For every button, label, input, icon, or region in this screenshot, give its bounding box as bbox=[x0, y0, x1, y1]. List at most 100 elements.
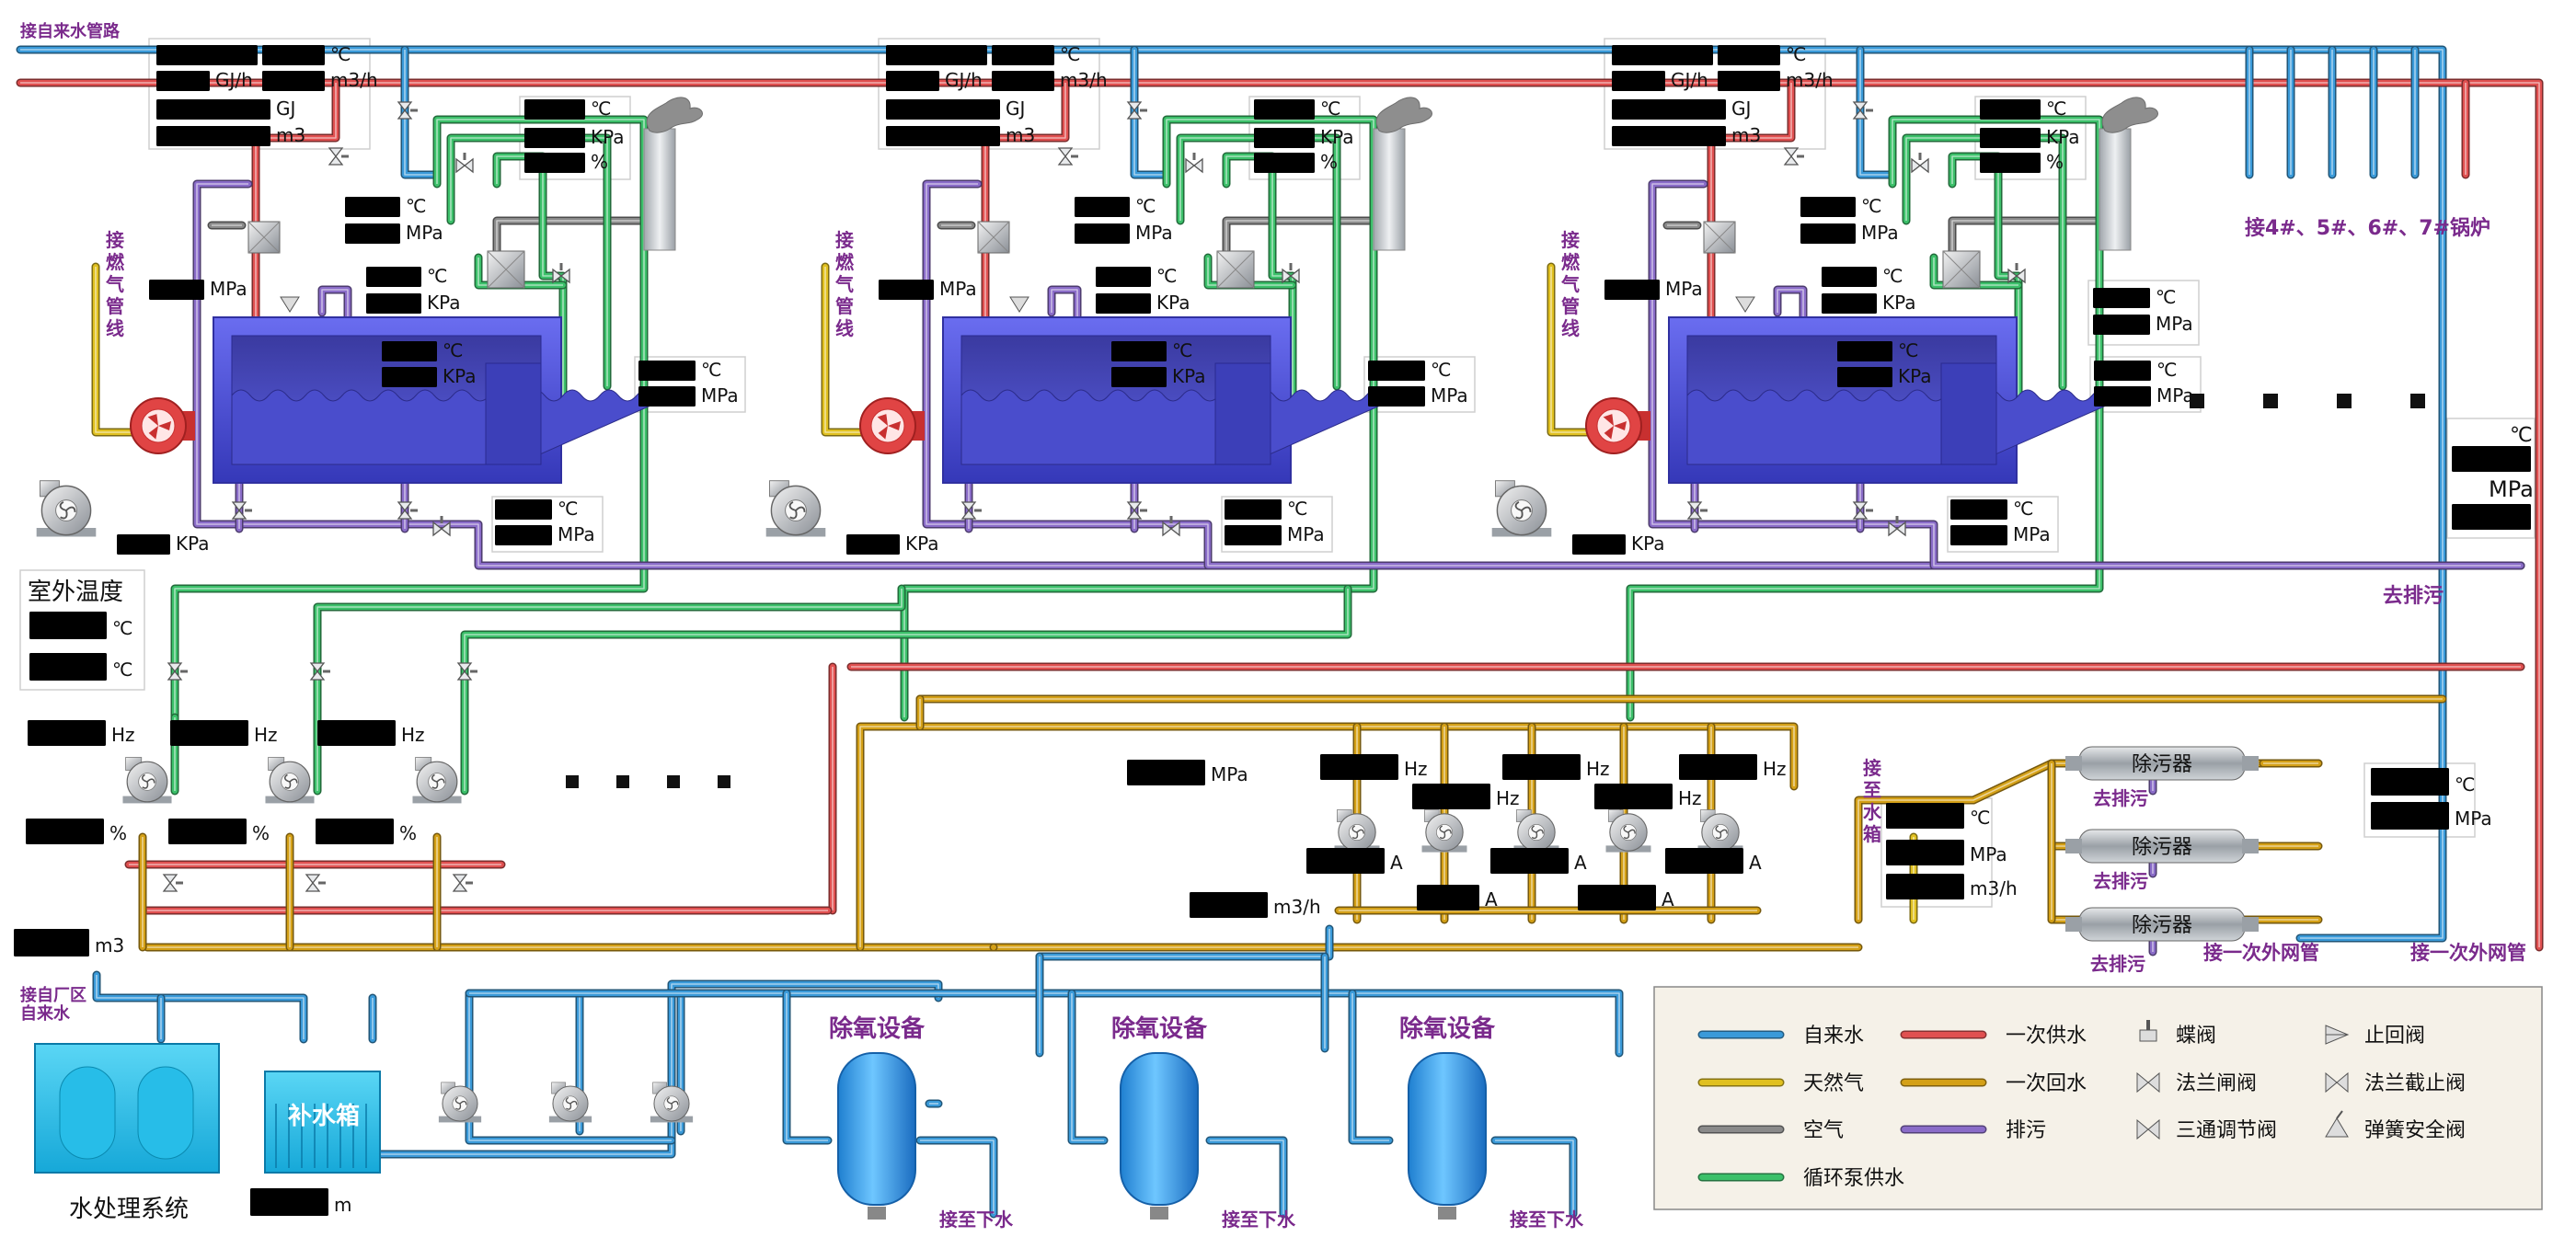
readout-unit: KPa bbox=[427, 292, 461, 314]
deaerator-body bbox=[1120, 1052, 1199, 1206]
more-pumps-mark bbox=[718, 775, 730, 788]
right-mpa-unit: MPa bbox=[2489, 476, 2534, 502]
deaerator-foot bbox=[1150, 1207, 1168, 1220]
boiler-1-blower-pump-icon bbox=[36, 480, 97, 537]
readout-circ-pump-1-hz: Hz bbox=[28, 720, 135, 746]
boiler-2-readout-supply-mpa: MPa bbox=[1225, 523, 1325, 545]
boiler-3-valve-supply bbox=[1783, 147, 1804, 166]
boiler-1-readout-out-kpa: KPa bbox=[366, 292, 461, 314]
boiler-2-safety-valve-icon bbox=[1009, 296, 1029, 313]
readout-unit: ℃ bbox=[701, 359, 721, 381]
boiler-1-valve-sew2 bbox=[397, 501, 418, 520]
deaerator-3-in-shine bbox=[1351, 993, 1389, 1141]
deaerator-2-drain-shine bbox=[1210, 1140, 1284, 1214]
boiler-2-readout-flue-kpa: KPa bbox=[1254, 126, 1354, 148]
boiler-3-readout-gas-mpa: MPa bbox=[1604, 278, 1703, 300]
circ-main-3-shine bbox=[464, 589, 1349, 791]
legend-valve-label: 三通调节阀 bbox=[2176, 1119, 2277, 1142]
readout-outdoor-temp-b: ℃ bbox=[29, 653, 132, 681]
boiler-3-readout-flue-temp: ℃ bbox=[1980, 97, 2066, 120]
valve-stem bbox=[466, 881, 473, 885]
valve-body bbox=[1126, 101, 1143, 120]
hx-lines bbox=[977, 221, 1010, 254]
legend-pipe-label: 自来水 bbox=[1803, 1025, 1864, 1048]
valve-stem bbox=[974, 509, 982, 512]
boiler-2-water-feed-edge bbox=[1130, 45, 1171, 179]
readout-value-box bbox=[2452, 446, 2531, 472]
valve-body bbox=[960, 501, 977, 520]
readout-unit: ℃ bbox=[1172, 339, 1192, 361]
chimney-stack bbox=[643, 128, 676, 251]
legend-valve-0: 蝶阀 bbox=[2139, 1020, 2216, 1048]
separator-label: 除污器 bbox=[2132, 914, 2192, 937]
boiler-3-readout-o2: % bbox=[1980, 151, 2064, 173]
boiler-1-top-hx-icon bbox=[247, 221, 281, 254]
readout-unit: m3 bbox=[1731, 124, 1761, 146]
readout-unit: ℃ bbox=[1156, 265, 1177, 287]
boiler-1-readout-heat-rate: GJ/h bbox=[156, 69, 253, 91]
readout-value-box bbox=[1950, 525, 2007, 545]
boiler-2-water-feed-body bbox=[1132, 47, 1169, 178]
to-drain-label: 接至下水 bbox=[1222, 1208, 1296, 1231]
valve-stem bbox=[245, 509, 252, 512]
deaerator-2-in bbox=[1067, 989, 1109, 1145]
deaerator-1-drain-body bbox=[917, 1138, 996, 1217]
deaerator-label: 除氧设备 bbox=[1111, 1014, 1208, 1043]
boiler-3-readout-flow: m3/h bbox=[1718, 69, 1834, 91]
readout-value-box bbox=[1111, 367, 1167, 387]
readout-value-box bbox=[1980, 128, 2041, 148]
readout-unit: m3 bbox=[95, 934, 124, 956]
pump-blade bbox=[60, 510, 68, 520]
boiler-2 bbox=[942, 316, 1404, 484]
readout-unit: MPa bbox=[558, 523, 595, 545]
softening-pump-2-icon bbox=[548, 1082, 592, 1123]
valve-stem bbox=[1797, 155, 1804, 158]
readout-circ-valve-1-pct: % bbox=[26, 819, 127, 844]
readout-value-box bbox=[992, 71, 1054, 91]
boiler-2-readout-gas-mpa: MPa bbox=[879, 278, 977, 300]
boiler-2-blower-pump-icon bbox=[765, 480, 826, 537]
burner-blade bbox=[888, 421, 901, 430]
softening-pump-3-icon bbox=[650, 1082, 694, 1123]
readout-value-box bbox=[1572, 534, 1626, 555]
readout-value-box bbox=[1612, 99, 1726, 120]
makeup-to-pumps-shine bbox=[331, 983, 939, 1155]
valve-stem bbox=[1140, 109, 1147, 112]
boiler-1-side-hx-icon bbox=[487, 250, 525, 289]
legend-valve-1: 止回阀 bbox=[2325, 1025, 2425, 1048]
valve-stem bbox=[341, 155, 349, 158]
readout-value-box bbox=[1368, 386, 1425, 407]
valve-body bbox=[1057, 147, 1074, 166]
readout-value-box bbox=[1612, 45, 1713, 65]
valve-body bbox=[456, 662, 473, 681]
pump-blade bbox=[1531, 825, 1537, 833]
pump-blade bbox=[671, 1100, 679, 1105]
readout-value-box bbox=[262, 45, 325, 65]
pump-blade bbox=[1623, 825, 1629, 833]
pump-blade bbox=[65, 506, 76, 512]
pump-blade bbox=[566, 1103, 572, 1110]
readout-pump-d-amp: A bbox=[1417, 885, 1498, 911]
readout-right-temp bbox=[2452, 446, 2531, 472]
readout-value-box bbox=[14, 929, 89, 956]
deaerator-header-shine bbox=[469, 992, 1620, 1053]
readout-pump-c-hz: Hz bbox=[1679, 754, 1787, 780]
legend-pipe-label: 一次回水 bbox=[2006, 1072, 2087, 1095]
boiler-3-readout-furnace-temp: ℃ bbox=[1837, 339, 1918, 361]
valve-body bbox=[1911, 157, 1929, 174]
boiler-2-readout-furnace-kpa: KPa bbox=[1111, 365, 1206, 387]
valve-body bbox=[397, 101, 413, 120]
makeup-pump-line-1-shine bbox=[468, 993, 672, 1141]
boiler-3-readout-return-mpa: MPa bbox=[2094, 384, 2194, 407]
readout-value-box bbox=[1412, 784, 1490, 809]
readout-value-box bbox=[638, 386, 696, 407]
readout-unit: KPa bbox=[443, 365, 477, 387]
circ-main-2-edge bbox=[313, 584, 906, 796]
boiler-2-gas-inlet-label-char: 线 bbox=[835, 317, 854, 339]
icon-part bbox=[2139, 1029, 2157, 1042]
tapwater-header-shine bbox=[20, 49, 2444, 939]
burner-blade bbox=[158, 421, 171, 430]
readout-unit: MPa bbox=[406, 222, 443, 244]
pump-blade bbox=[431, 773, 438, 783]
